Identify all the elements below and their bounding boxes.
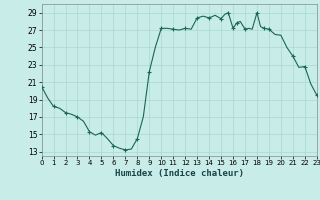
X-axis label: Humidex (Indice chaleur): Humidex (Indice chaleur): [115, 169, 244, 178]
